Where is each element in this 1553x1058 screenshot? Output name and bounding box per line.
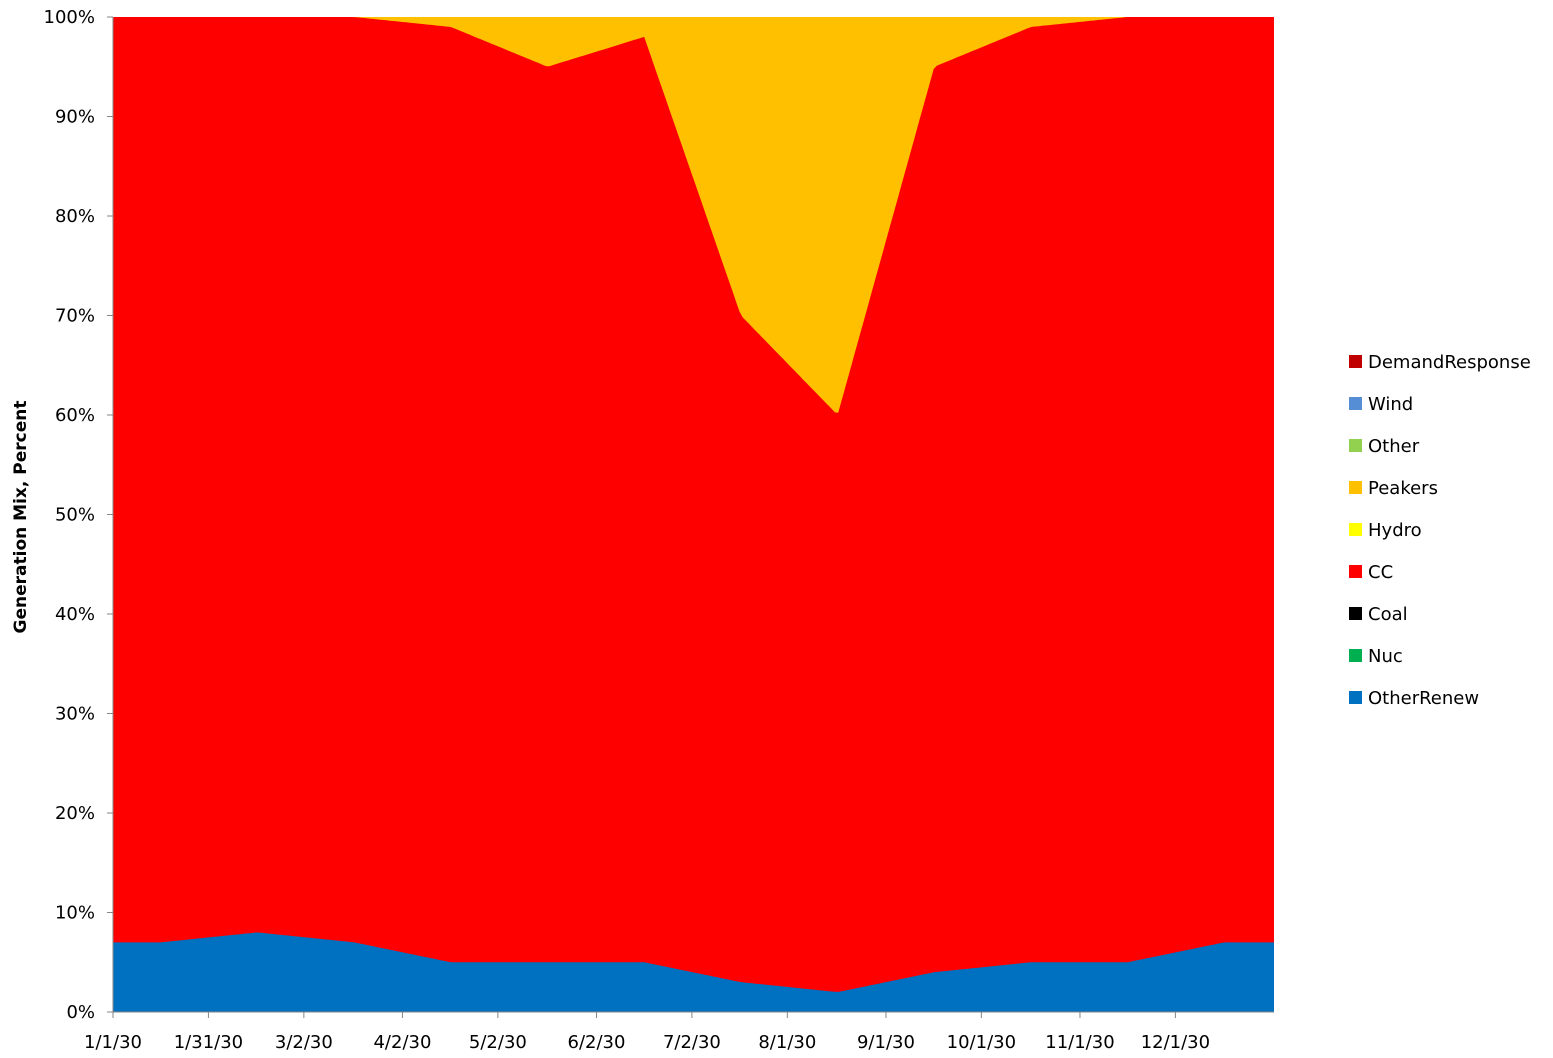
y-tick-label: 0% <box>66 1002 95 1023</box>
y-tick-label: 50% <box>55 505 95 526</box>
legend-label: OtherRenew <box>1368 688 1479 709</box>
x-tick-label: 3/2/30 <box>275 1032 333 1053</box>
legend-swatch <box>1349 607 1362 620</box>
y-tick-label: 100% <box>44 7 95 28</box>
legend-label: CC <box>1368 562 1393 583</box>
y-tick-label: 20% <box>55 803 95 824</box>
series-cc <box>113 17 1274 1012</box>
series-peakers <box>113 17 1274 413</box>
y-tick-label: 30% <box>55 704 95 725</box>
x-tick-label: 11/1/30 <box>1045 1032 1114 1053</box>
x-tick-label: 10/1/30 <box>947 1032 1016 1053</box>
legend-label: Nuc <box>1368 646 1403 667</box>
x-tick-label: 1/31/30 <box>174 1032 243 1053</box>
legend-label: Other <box>1368 436 1420 457</box>
x-tick-label: 4/2/30 <box>373 1032 431 1053</box>
legend-swatch <box>1349 355 1362 368</box>
series-otherrenew <box>113 932 1274 1012</box>
x-tick-label: 12/1/30 <box>1141 1032 1210 1053</box>
x-tick-label: 6/2/30 <box>568 1032 626 1053</box>
x-tick-label: 9/1/30 <box>857 1032 915 1053</box>
y-axis-title: Generation Mix, Percent <box>11 401 31 634</box>
legend-label: Wind <box>1368 394 1413 415</box>
x-tick-label: 1/1/30 <box>84 1032 142 1053</box>
legend-swatch <box>1349 439 1362 452</box>
legend-label: Hydro <box>1368 520 1422 541</box>
legend-label: Peakers <box>1368 478 1438 499</box>
y-tick-label: 90% <box>55 107 95 128</box>
legend-label: Coal <box>1368 604 1408 625</box>
y-tick-label: 70% <box>55 306 95 327</box>
legend-swatch <box>1349 481 1362 494</box>
legend-swatch <box>1349 565 1362 578</box>
y-tick-label: 80% <box>55 206 95 227</box>
legend: DemandResponse Wind Other Peakers Hydro CC Coa… <box>1349 352 1531 709</box>
y-tick-label: 40% <box>55 604 95 625</box>
legend-swatch <box>1349 691 1362 704</box>
legend-swatch <box>1349 523 1362 536</box>
x-tick-label: 8/1/30 <box>758 1032 816 1053</box>
plot-area <box>112 17 1274 1013</box>
legend-label: DemandResponse <box>1368 352 1531 373</box>
x-axis: 1/1/30 1/31/30 3/2/30 4/2/30 5/2/30 6/2/30 7/2… <box>84 1012 1210 1053</box>
y-axis: 0% 10% 20% 30% 40% 50% 60% 70% 80% 90% 100% <box>44 7 113 1023</box>
legend-swatch <box>1349 649 1362 662</box>
y-tick-label: 60% <box>55 405 95 426</box>
x-tick-label: 7/2/30 <box>663 1032 721 1053</box>
y-tick-label: 10% <box>55 903 95 924</box>
legend-swatch <box>1349 397 1362 410</box>
x-tick-label: 5/2/30 <box>469 1032 527 1053</box>
